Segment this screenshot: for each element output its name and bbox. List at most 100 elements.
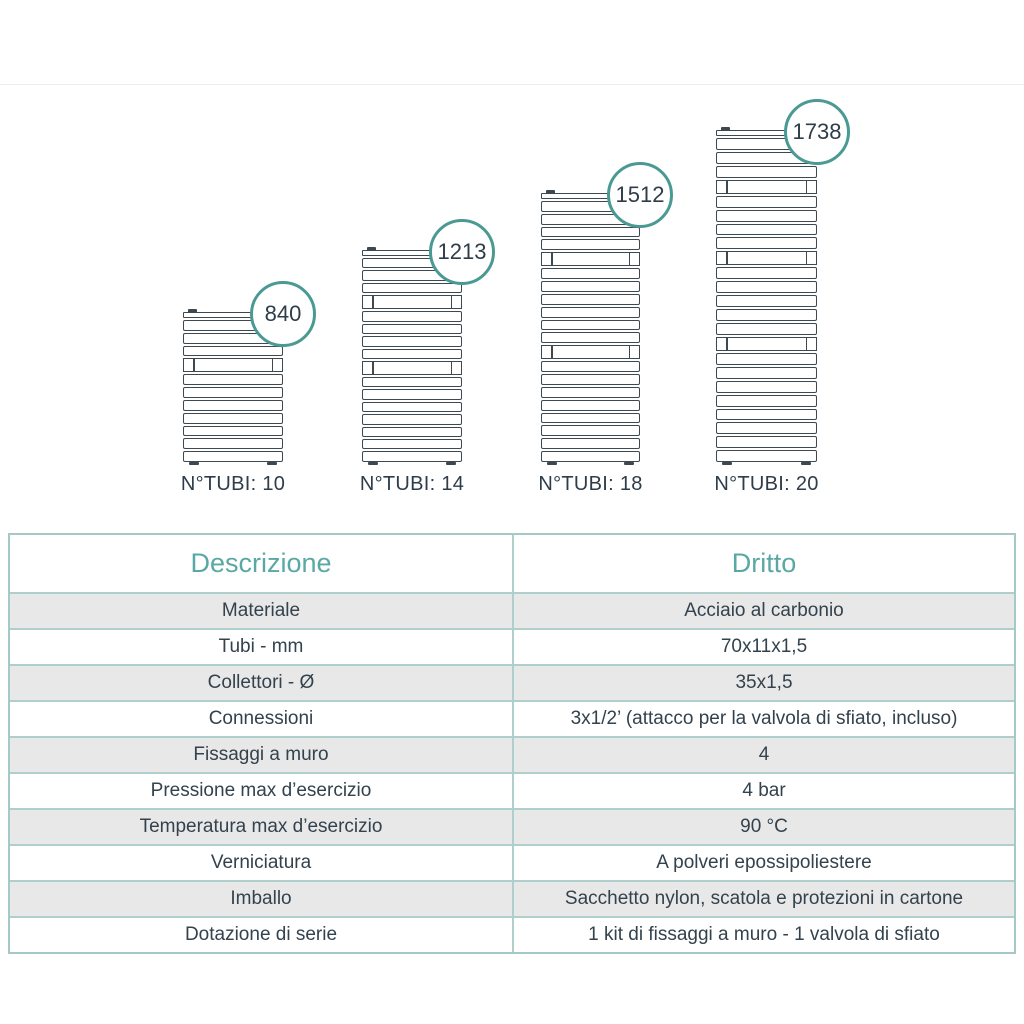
radiator-tube <box>716 436 817 449</box>
radiator-tube <box>716 295 817 308</box>
spec-row: Verniciatura A polveri epossipoliestere <box>10 844 1014 880</box>
radiator-tube <box>541 412 640 424</box>
spec-label-cell: Materiale <box>221 600 301 621</box>
air-valve-tab <box>546 190 555 194</box>
radiator-tube <box>716 366 817 379</box>
radiator-tube <box>716 408 817 421</box>
spec-label-cell: Tubi - mm <box>218 636 304 657</box>
spec-header-dritto: Dritto <box>512 535 1014 592</box>
radiator-tube <box>716 322 817 335</box>
radiator-tube <box>183 387 283 398</box>
radiator-tube <box>541 319 640 331</box>
air-valve-tab <box>721 127 730 131</box>
spec-row: Tubi - mm 70x11x1,5 <box>10 628 1014 664</box>
spec-row: Connessioni 3x1/2’ (attacco per la valvol… <box>10 700 1014 736</box>
spec-label-cell: Pressione max d’esercizio <box>150 780 372 801</box>
towel-gap <box>541 252 640 267</box>
radiator-foot <box>722 461 732 465</box>
radiator-tube <box>716 422 817 435</box>
dimension-circle: 1213 <box>429 219 495 285</box>
radiator-tube <box>362 282 462 294</box>
radiator-tube <box>716 237 817 250</box>
towel-gap <box>716 251 817 266</box>
radiator-tube <box>362 336 462 347</box>
radiator-tube <box>362 323 462 335</box>
radiator-tube <box>541 239 640 251</box>
spec-label-cell: Connessioni <box>208 708 314 729</box>
radiator-tube <box>716 223 817 236</box>
radiator-diagram <box>541 190 640 465</box>
spec-row: Imballo Sacchetto nylon, scatola e protez… <box>10 880 1014 916</box>
section-divider-line <box>0 84 1024 85</box>
radiator-tube <box>541 361 640 373</box>
spec-table-header-row: Descrizione Dritto <box>10 535 1014 592</box>
air-valve-tab <box>188 309 197 313</box>
tube-count-label: N°TUBI: 14 <box>359 473 465 495</box>
radiator-foot <box>801 461 811 465</box>
spec-value-cell: 4 bar <box>512 774 1014 808</box>
radiator-diagram <box>183 309 283 465</box>
radiator-tube <box>362 311 462 322</box>
radiator-tube <box>716 380 817 393</box>
radiator-tube <box>716 195 817 208</box>
radiator-tube <box>183 399 283 411</box>
spec-value-cell: 3x1/2’ (attacco per la valvola di sfiato… <box>512 702 1014 736</box>
radiator-tube <box>541 438 640 450</box>
radiator-tube <box>541 281 640 292</box>
tube-count-label: N°TUBI: 18 <box>538 473 643 495</box>
radiator-tube <box>362 439 462 450</box>
radiator-foot <box>267 461 277 465</box>
spec-value-cell: 35x1,5 <box>512 666 1014 700</box>
spec-label-cell: Dotazione di serie <box>184 924 338 945</box>
radiator-foot <box>547 461 557 465</box>
dimension-circle: 840 <box>250 281 316 347</box>
radiator-tube <box>541 451 640 462</box>
radiator-tube <box>716 281 817 294</box>
radiator-foot <box>189 461 199 465</box>
spec-row: Dotazione di serie 1 kit di fissaggi a mu… <box>10 916 1014 952</box>
radiator-tube <box>716 394 817 407</box>
spec-label-cell: Imballo <box>230 888 292 909</box>
radiator-tube <box>362 451 462 462</box>
radiator-tube <box>183 425 283 437</box>
towel-gap <box>716 336 817 351</box>
radiator-diagram <box>362 247 462 465</box>
radiator-tube <box>183 345 283 357</box>
spec-row: Materiale Acciaio al carbonio <box>10 592 1014 628</box>
spec-value-cell: Acciaio al carbonio <box>512 594 1014 628</box>
radiator-tube <box>541 268 640 280</box>
radiator-tube <box>716 450 817 463</box>
spec-row: Temperatura max d’esercizio 90 °C <box>10 808 1014 844</box>
radiator-tube <box>362 414 462 425</box>
towel-gap <box>183 358 283 373</box>
spec-value-cell: 1 kit di fissaggi a muro - 1 valvola di … <box>512 918 1014 952</box>
spec-header-descrizione: Descrizione <box>190 548 332 578</box>
radiator-tube <box>541 306 640 318</box>
towel-gap <box>362 360 462 375</box>
spec-value-cell: Sacchetto nylon, scatola e protezioni in… <box>512 882 1014 916</box>
spec-table: Descrizione Dritto Materiale Acciaio al c… <box>8 533 1016 954</box>
towel-gap <box>541 345 640 360</box>
towel-gap <box>362 295 462 310</box>
radiator-tube <box>362 376 462 388</box>
radiator-tube <box>362 426 462 438</box>
spec-label-cell: Collettori - Ø <box>207 672 315 693</box>
dimension-circle: 1738 <box>784 99 850 165</box>
radiator-foot <box>624 461 634 465</box>
radiator-foot <box>368 461 378 465</box>
radiator-tube <box>541 374 640 385</box>
spec-row: Fissaggi a muro 4 <box>10 736 1014 772</box>
spec-label-cell: Verniciatura <box>210 852 312 873</box>
radiator-tube <box>716 209 817 222</box>
radiator-tube <box>183 451 283 462</box>
radiator-tube <box>716 165 817 178</box>
towel-gap <box>716 179 817 194</box>
tube-count-label: N°TUBI: 10 <box>180 473 286 495</box>
radiator-diagram <box>716 127 817 465</box>
air-valve-tab <box>367 247 376 251</box>
radiator-tube <box>183 438 283 450</box>
radiator-tube <box>183 374 283 386</box>
radiator-tube <box>541 293 640 305</box>
